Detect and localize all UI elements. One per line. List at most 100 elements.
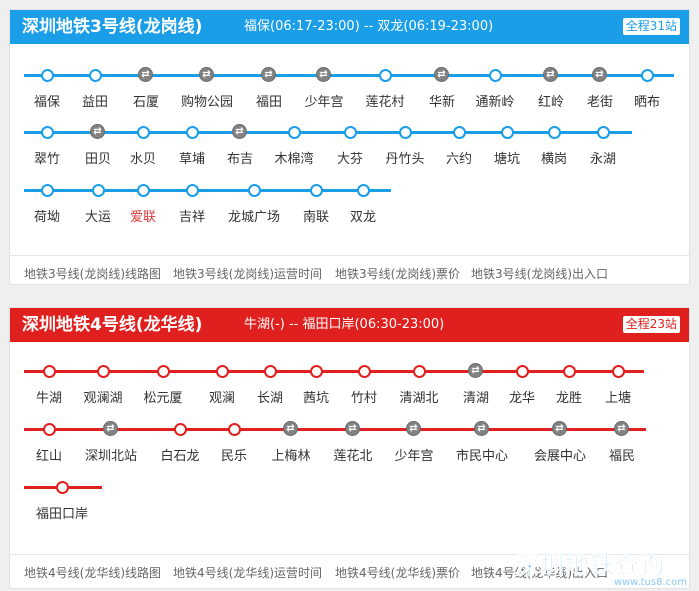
line4-map-link[interactable]: 地铁4号线(龙华线)线路图 <box>24 566 161 580</box>
station-label[interactable]: 龙华 <box>508 391 535 406</box>
station-label[interactable]: 龙胜 <box>555 391 582 406</box>
station-label[interactable]: 福田口岸 <box>35 507 88 522</box>
station-label[interactable]: 龙城广场 <box>227 210 280 225</box>
station-label[interactable]: 竹村 <box>350 391 377 406</box>
station-dot-icon <box>228 423 241 436</box>
station-label[interactable]: 大运 <box>84 210 111 225</box>
station-label[interactable]: 木棉湾 <box>274 152 314 167</box>
station-label[interactable]: 南联 <box>302 210 329 225</box>
transfer-icon: ⇄ <box>138 67 153 82</box>
station-label[interactable]: 民乐 <box>220 449 247 464</box>
station-label[interactable]: 石厦 <box>132 95 159 110</box>
station-label[interactable]: 益田 <box>81 95 108 110</box>
line3-title[interactable]: 深圳地铁3号线(龙岗线) <box>22 17 203 37</box>
station-dot-icon <box>41 126 54 139</box>
line3-map-link[interactable]: 地铁3号线(龙岗线)线路图 <box>24 267 161 281</box>
line3-card: 深圳地铁3号线(龙岗线) 福保(06:17-23:00) -- 双龙(06:19… <box>9 9 690 285</box>
station-label[interactable]: 吉祥 <box>178 210 205 225</box>
transfer-icon: ⇄ <box>592 67 607 82</box>
line3-station-count-badge: 全程31站 <box>622 18 680 35</box>
station-dot-icon <box>597 126 610 139</box>
station-label[interactable]: 福民 <box>608 449 635 464</box>
station-label[interactable]: 购物公园 <box>180 95 233 110</box>
station-label[interactable]: 横岗 <box>540 152 567 167</box>
station-label[interactable]: 布吉 <box>226 152 253 167</box>
station-label[interactable]: 松元厦 <box>143 391 183 406</box>
route-line <box>24 428 646 431</box>
station-label[interactable]: 长湖 <box>256 391 283 406</box>
station-label[interactable]: 水贝 <box>129 152 156 167</box>
station-label[interactable]: 老街 <box>586 95 613 110</box>
station-dot-icon <box>92 184 105 197</box>
station-label[interactable]: 会展中心 <box>533 449 586 464</box>
line4-route-row-2: 红山 ⇄ 深圳北站 白石龙 民乐 ⇄ 上梅林 ⇄ 莲花北 ⇄ 少年宫 ⇄ 市民中心 ⇄ 会展中心 ⇄ 福民 <box>10 421 689 474</box>
station-label[interactable]: 丹竹头 <box>385 152 425 167</box>
line3-route-row-3: 荷坳 大运 爱联 吉祥 龙城广场 南联 双龙 <box>10 184 689 235</box>
transfer-icon: ⇄ <box>468 363 483 378</box>
station-label[interactable]: 牛湖 <box>35 391 62 406</box>
transfer-icon: ⇄ <box>345 421 360 436</box>
station-dot-icon <box>248 184 261 197</box>
line4-fare-link[interactable]: 地铁4号线(龙华线)票价 <box>335 566 460 580</box>
station-label[interactable]: 红岭 <box>537 95 564 110</box>
station-dot-icon <box>310 184 323 197</box>
station-label[interactable]: 清湖 <box>462 391 489 406</box>
station-label[interactable]: 莲花北 <box>333 449 373 464</box>
transfer-icon: ⇄ <box>283 421 298 436</box>
station-dot-icon <box>501 126 514 139</box>
line3-terminals: 福保(06:17-23:00) -- 双龙(06:19-23:00) <box>244 19 494 34</box>
station-label[interactable]: 华新 <box>428 95 455 110</box>
station-dot-icon <box>413 365 426 378</box>
station-label[interactable]: 茜坑 <box>302 391 329 406</box>
station-label[interactable]: 红山 <box>35 449 62 464</box>
station-dot-icon <box>157 365 170 378</box>
station-label[interactable]: 大芬 <box>336 152 363 167</box>
line4-exits-link[interactable]: 地铁4号线(龙华线)出入口 <box>471 566 608 580</box>
station-label[interactable]: 观澜 <box>208 391 235 406</box>
watermark-url: www.tus8.com <box>613 577 687 588</box>
line4-title[interactable]: 深圳地铁4号线(龙华线) <box>22 315 203 335</box>
transfer-icon: ⇄ <box>543 67 558 82</box>
line3-hours-link[interactable]: 地铁3号线(龙岗线)运营时间 <box>173 267 322 281</box>
station-label[interactable]: 草埔 <box>178 152 205 167</box>
station-dot-icon <box>137 126 150 139</box>
station-label[interactable]: 清湖北 <box>399 391 439 406</box>
station-label[interactable]: 晒布 <box>633 95 660 110</box>
station-label[interactable]: 双龙 <box>349 210 376 225</box>
station-label[interactable]: 白石龙 <box>160 449 200 464</box>
transfer-icon: ⇄ <box>316 67 331 82</box>
station-label[interactable]: 上塘 <box>604 391 631 406</box>
station-dot-icon <box>41 69 54 82</box>
station-dot-icon <box>56 481 69 494</box>
line3-route-row-2: 翠竹 ⇄ 田贝 水贝 草埔 ⇄ 布吉 木棉湾 大芬 丹竹头 六约 塘坑 横岗 永湖 <box>10 124 689 177</box>
line3-fare-link[interactable]: 地铁3号线(龙岗线)票价 <box>335 267 460 281</box>
station-label[interactable]: 深圳北站 <box>84 449 137 464</box>
station-label[interactable]: 市民中心 <box>455 449 508 464</box>
transfer-icon: ⇄ <box>406 421 421 436</box>
station-label[interactable]: 观澜湖 <box>83 391 123 406</box>
station-label[interactable]: 六约 <box>445 152 472 167</box>
station-dot-icon <box>288 126 301 139</box>
station-label[interactable]: 田贝 <box>84 152 111 167</box>
station-label[interactable]: 翠竹 <box>33 152 60 167</box>
route-line <box>24 131 632 134</box>
line3-route-row-1: 福保 益田 ⇄ 石厦 ⇄ 购物公园 ⇄ 福田 ⇄ 少年宫 莲花村 ⇄ 华新 通新岭 ⇄ 红岭 ⇄ 老街 晒布 <box>10 67 689 120</box>
site-watermark: 深圳地铁查询 www.tus8.com <box>515 545 695 589</box>
station-label[interactable]: 福田 <box>255 95 282 110</box>
line4-hours-link[interactable]: 地铁4号线(龙华线)运营时间 <box>173 566 322 580</box>
station-label[interactable]: 永湖 <box>589 152 616 167</box>
station-label[interactable]: 莲花村 <box>365 95 405 110</box>
station-label[interactable]: 少年宫 <box>394 449 434 464</box>
station-dot-icon <box>379 69 392 82</box>
station-label[interactable]: 上梅林 <box>271 449 311 464</box>
station-label[interactable]: 少年宫 <box>304 95 344 110</box>
station-label[interactable]: 塘坑 <box>493 152 520 167</box>
station-label[interactable]: 爱联 <box>129 210 156 225</box>
route-line <box>24 74 674 77</box>
line3-links: 地铁3号线(龙岗线)线路图 地铁3号线(龙岗线)运营时间 地铁3号线(龙岗线)票… <box>10 255 689 287</box>
station-label[interactable]: 通新岭 <box>475 95 515 110</box>
transfer-icon: ⇄ <box>103 421 118 436</box>
station-label[interactable]: 福保 <box>33 95 60 110</box>
line3-exits-link[interactable]: 地铁3号线(龙岗线)出入口 <box>471 267 608 281</box>
station-label[interactable]: 荷坳 <box>33 210 60 225</box>
